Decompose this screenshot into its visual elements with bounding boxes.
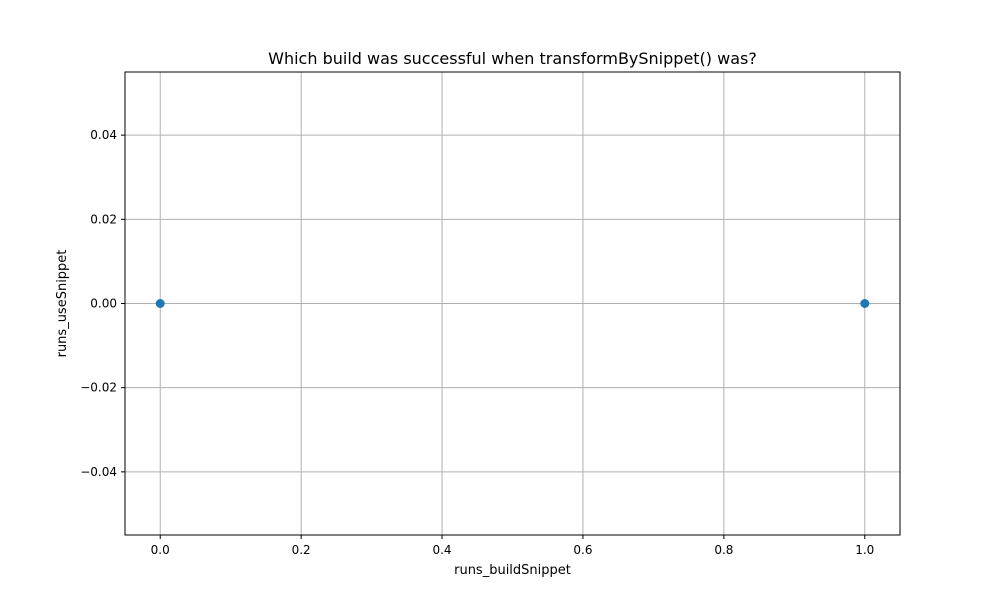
- x-tick-label: 1.0: [855, 543, 874, 557]
- x-tick-label: 0.4: [432, 543, 451, 557]
- y-tick-label: −0.02: [80, 381, 117, 395]
- y-tick-label: 0.02: [90, 212, 117, 226]
- y-axis-ticks: −0.04 −0.02 0.00 0.02 0.04: [80, 128, 125, 479]
- data-points: [155, 299, 870, 308]
- x-tick-label: 0.0: [151, 543, 170, 557]
- data-point: [155, 299, 165, 308]
- y-tick-label: 0.00: [90, 297, 117, 311]
- y-tick-label: −0.04: [80, 465, 117, 479]
- x-tick-label: 0.6: [573, 543, 592, 557]
- y-axis-label: runs_useSnippet: [55, 250, 70, 358]
- x-tick-label: 0.8: [714, 543, 733, 557]
- data-point: [860, 299, 870, 308]
- x-axis-label: runs_buildSnippet: [454, 563, 571, 578]
- x-axis-ticks: 0.0 0.2 0.4 0.6 0.8 1.0: [151, 535, 874, 557]
- y-tick-label: 0.04: [90, 128, 117, 142]
- chart-title: Which build was successful when transfor…: [268, 49, 757, 68]
- x-tick-label: 0.2: [292, 543, 311, 557]
